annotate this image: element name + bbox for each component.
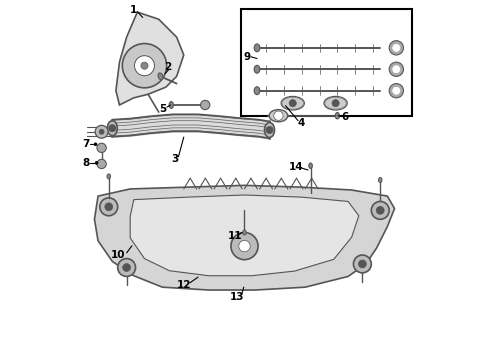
Circle shape [358,260,366,268]
Text: 9: 9 [243,52,250,62]
Polygon shape [116,12,183,105]
Circle shape [331,100,339,107]
Circle shape [118,258,135,276]
Circle shape [108,125,116,132]
Text: 13: 13 [229,292,244,302]
Circle shape [353,255,370,273]
Ellipse shape [158,73,163,80]
Text: 7: 7 [81,139,89,149]
Text: 12: 12 [176,280,191,291]
Ellipse shape [324,96,346,110]
Text: 10: 10 [110,250,124,260]
Polygon shape [94,185,394,290]
Circle shape [392,87,399,94]
Text: 4: 4 [297,118,305,128]
Ellipse shape [254,65,259,73]
Circle shape [122,44,166,88]
Circle shape [265,126,272,134]
Circle shape [376,206,384,214]
Text: 14: 14 [288,162,303,172]
Circle shape [288,100,296,107]
Ellipse shape [242,230,246,235]
Ellipse shape [281,96,304,110]
Ellipse shape [107,121,117,136]
Ellipse shape [254,44,259,52]
Text: 2: 2 [164,63,171,72]
Circle shape [95,125,108,138]
Circle shape [388,41,403,55]
Circle shape [97,159,106,168]
Ellipse shape [169,102,173,108]
Text: 3: 3 [171,154,178,164]
Ellipse shape [308,163,312,168]
Circle shape [200,100,209,110]
Text: 11: 11 [227,231,242,242]
Ellipse shape [268,110,287,122]
Circle shape [392,44,399,51]
Circle shape [388,62,403,76]
Ellipse shape [264,122,274,138]
Text: 8: 8 [82,158,89,168]
Circle shape [273,111,283,120]
Text: 5: 5 [159,104,165,113]
Circle shape [370,202,388,219]
Circle shape [97,143,106,153]
Circle shape [141,62,148,69]
Ellipse shape [335,112,339,119]
Polygon shape [130,195,358,276]
Bar [241,9,411,116]
Circle shape [134,56,154,76]
Circle shape [122,264,130,271]
Ellipse shape [107,174,110,179]
Circle shape [95,161,98,164]
Circle shape [238,240,250,252]
Circle shape [99,129,104,134]
Circle shape [230,233,258,260]
Circle shape [94,143,97,146]
Circle shape [392,66,399,73]
Text: 6: 6 [341,112,348,122]
Text: 1: 1 [130,5,137,15]
Circle shape [388,84,403,98]
Circle shape [100,198,118,216]
Ellipse shape [254,87,259,95]
Ellipse shape [378,177,381,183]
Circle shape [104,203,112,211]
